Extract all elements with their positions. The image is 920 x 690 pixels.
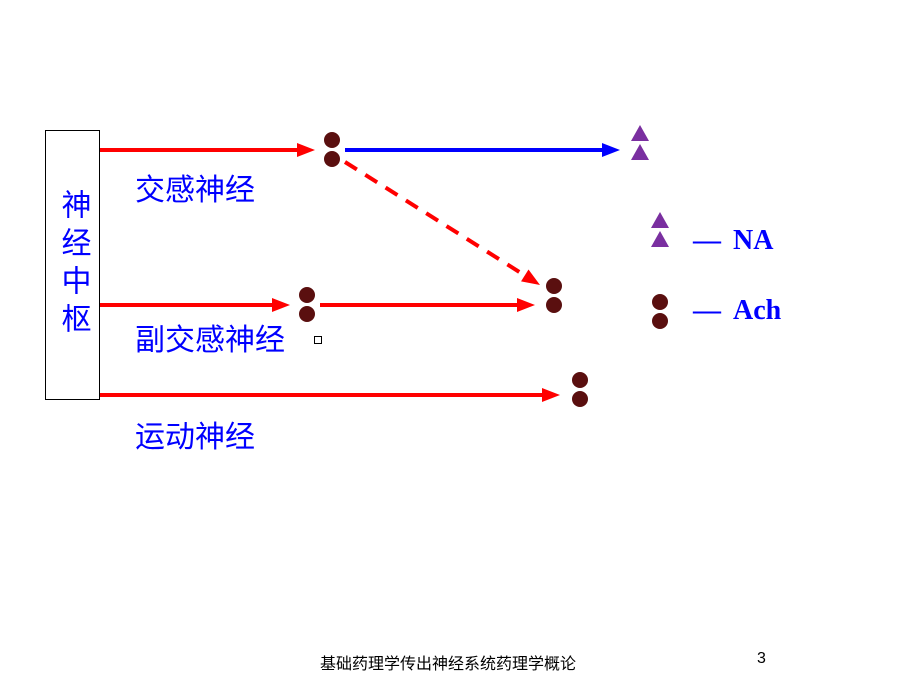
legend-na: NA <box>733 225 773 257</box>
cns-box-label: 神经中枢 <box>51 189 95 341</box>
neurotransmitter-dot <box>546 297 562 313</box>
neurotransmitter-triangle <box>631 144 649 160</box>
legend-ach: Ach <box>733 295 781 327</box>
neurotransmitter-dot <box>572 391 588 407</box>
cns-box: 神经中枢 <box>45 130 100 400</box>
neurotransmitter-triangle <box>651 231 669 247</box>
neurotransmitter-dot <box>652 313 668 329</box>
label-sympathetic: 交感神经 <box>135 165 255 209</box>
neurotransmitter-dot <box>572 372 588 388</box>
neurotransmitter-dot <box>299 287 315 303</box>
square-marker <box>314 336 322 344</box>
label-motor: 运动神经 <box>135 412 255 456</box>
neurotransmitter-dot <box>546 278 562 294</box>
legend-na-dash: — <box>693 225 721 257</box>
label-parasympathetic: 副交感神经 <box>135 315 285 359</box>
footer-page: 3 <box>757 650 766 668</box>
legend-ach-dash: — <box>693 295 721 327</box>
neurotransmitter-dot <box>324 151 340 167</box>
neurotransmitter-dot <box>652 294 668 310</box>
neurotransmitter-triangle <box>631 125 649 141</box>
neurotransmitter-dot <box>324 132 340 148</box>
footer-caption: 基础药理学传出神经系统药理学概论 <box>320 650 576 674</box>
neurotransmitter-dot <box>299 306 315 322</box>
neurotransmitter-triangle <box>651 212 669 228</box>
